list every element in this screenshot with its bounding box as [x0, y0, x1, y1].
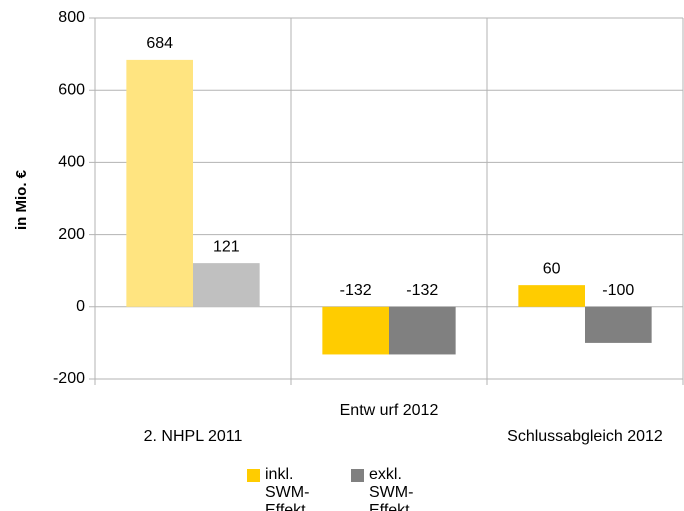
data-label: 60 [543, 260, 561, 277]
legend-label: exkl. SWM-Effekt [369, 466, 414, 511]
bar [585, 306, 652, 343]
y-tick-label: 0 [76, 298, 85, 315]
y-tick-label: 200 [58, 226, 85, 243]
y-axis-label: in Mio. € [13, 169, 30, 230]
bar [322, 306, 389, 355]
data-label: 121 [213, 238, 240, 255]
y-tick-label: 600 [58, 81, 85, 98]
x-tick-label: Schlussabgleich 2012 [507, 428, 663, 445]
bar [518, 285, 585, 307]
data-label: -132 [340, 282, 372, 299]
data-label: -100 [602, 282, 634, 299]
legend-label: inkl. SWM-Effekt [265, 466, 310, 511]
data-label: 684 [146, 35, 173, 52]
legend-item: exkl. SWM-Effekt [351, 466, 437, 511]
bar [193, 263, 260, 307]
y-tick-label: -200 [53, 370, 85, 387]
y-tick-label: 800 [58, 9, 85, 26]
legend-swatch [351, 469, 364, 482]
bar [126, 59, 193, 307]
x-tick-label: 2. NHPL 2011 [144, 428, 243, 445]
legend: inkl. SWM-Effekt exkl. SWM-Effekt [0, 466, 684, 511]
legend-item: inkl. SWM-Effekt [247, 466, 333, 511]
legend-swatch [247, 469, 260, 482]
x-tick-label: Entw urf 2012 [340, 402, 439, 419]
data-label: -132 [406, 282, 438, 299]
y-tick-label: 400 [58, 154, 85, 171]
bar [389, 306, 456, 355]
